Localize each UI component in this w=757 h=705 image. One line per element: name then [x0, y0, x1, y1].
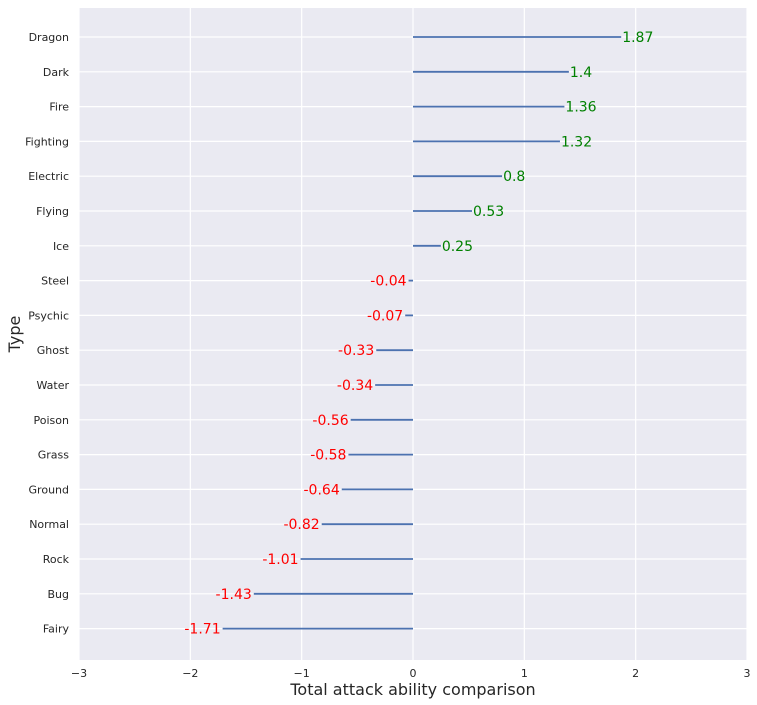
- value-label-steel: -0.04: [370, 274, 406, 290]
- value-label-rock: -1.01: [262, 552, 298, 568]
- value-label-normal: -0.82: [283, 517, 319, 533]
- value-label-flying: 0.53: [473, 204, 504, 220]
- y-tick-label: Normal: [29, 518, 69, 531]
- value-label-fairy: -1.71: [184, 622, 220, 638]
- value-label-water: -0.34: [337, 378, 373, 394]
- value-label-fire: 1.36: [565, 100, 596, 116]
- x-tick-labels: −3 −2 −1 0 1 2 3: [71, 667, 751, 680]
- y-tick-label: Dragon: [29, 31, 69, 44]
- y-tick-label: Fighting: [25, 135, 69, 148]
- value-label-ground: -0.64: [304, 482, 340, 498]
- y-tick-label: Flying: [36, 205, 69, 218]
- y-tick-label: Fairy: [43, 623, 70, 636]
- y-tick-label: Ice: [53, 240, 69, 253]
- x-tick-label: −2: [182, 667, 198, 680]
- y-tick-label: Rock: [43, 553, 70, 566]
- y-tick-label: Fire: [49, 101, 69, 114]
- value-label-fighting: 1.32: [561, 134, 592, 150]
- value-label-dark: 1.4: [570, 65, 592, 81]
- value-label-electric: 0.8: [503, 169, 525, 185]
- y-tick-label: Water: [36, 379, 69, 392]
- value-label-bug: -1.43: [216, 587, 252, 603]
- y-tick-label: Psychic: [28, 309, 69, 322]
- y-tick-label: Ghost: [37, 344, 70, 357]
- value-label-psychic: -0.07: [367, 308, 403, 324]
- x-axis-title: Total attack ability comparison: [289, 680, 535, 699]
- y-tick-label: Ground: [29, 483, 69, 496]
- x-tick-label: 2: [632, 667, 639, 680]
- value-label-ice: 0.25: [442, 239, 473, 255]
- y-tick-label: Bug: [47, 588, 69, 601]
- value-label-poison: -0.56: [312, 413, 348, 429]
- value-labels: 1.87 1.4 1.36 1.32 0.8 0.53 0.25 -0.04 -0.07 -0.3…: [184, 30, 653, 638]
- x-tick-label: 1: [521, 667, 528, 680]
- x-tick-label: 0: [410, 667, 417, 680]
- y-tick-label: Dark: [43, 66, 70, 79]
- x-tick-label: −1: [294, 667, 310, 680]
- y-tick-label: Grass: [38, 449, 70, 462]
- value-label-dragon: 1.87: [622, 30, 653, 46]
- value-label-ghost: -0.33: [338, 343, 374, 359]
- bars: [222, 36, 622, 630]
- value-label-grass: -0.58: [310, 448, 346, 464]
- y-tick-label: Steel: [41, 275, 69, 288]
- y-tick-label: Poison: [34, 414, 69, 427]
- y-axis-title: Type: [5, 316, 24, 354]
- y-tick-labels: Dragon Dark Fire Fighting Electric Flying Ice S…: [25, 31, 70, 636]
- y-tick-label: Electric: [28, 170, 69, 183]
- x-tick-label: −3: [71, 667, 87, 680]
- x-tick-label: 3: [744, 667, 751, 680]
